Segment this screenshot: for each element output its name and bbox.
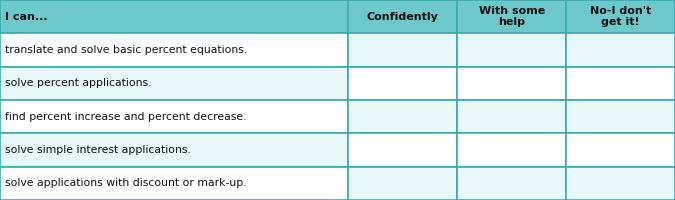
Bar: [348, 100, 457, 133]
Bar: [566, 33, 675, 67]
Bar: [566, 67, 675, 100]
Text: translate and solve basic percent equations.: translate and solve basic percent equati…: [5, 45, 248, 55]
Text: solve applications with discount or mark-up.: solve applications with discount or mark…: [5, 178, 247, 188]
Bar: [0, 100, 348, 133]
Text: find percent increase and percent decrease.: find percent increase and percent decrea…: [5, 112, 247, 122]
Bar: [457, 167, 566, 200]
Bar: [566, 0, 675, 33]
Bar: [348, 167, 457, 200]
Bar: [348, 0, 457, 33]
Text: solve simple interest applications.: solve simple interest applications.: [5, 145, 191, 155]
Text: With some
help: With some help: [479, 6, 545, 27]
Text: I can...: I can...: [5, 12, 48, 22]
Text: No-I don't
get it!: No-I don't get it!: [590, 6, 651, 27]
Bar: [0, 33, 348, 67]
Bar: [457, 133, 566, 167]
Bar: [457, 67, 566, 100]
Bar: [348, 67, 457, 100]
Bar: [0, 133, 348, 167]
Bar: [0, 0, 348, 33]
Bar: [0, 167, 348, 200]
Bar: [566, 100, 675, 133]
Text: Confidently: Confidently: [367, 12, 438, 22]
Bar: [566, 133, 675, 167]
Bar: [457, 0, 566, 33]
Bar: [348, 133, 457, 167]
Bar: [348, 33, 457, 67]
Text: solve percent applications.: solve percent applications.: [5, 78, 152, 88]
Bar: [457, 33, 566, 67]
Bar: [566, 167, 675, 200]
Bar: [0, 67, 348, 100]
Bar: [457, 100, 566, 133]
